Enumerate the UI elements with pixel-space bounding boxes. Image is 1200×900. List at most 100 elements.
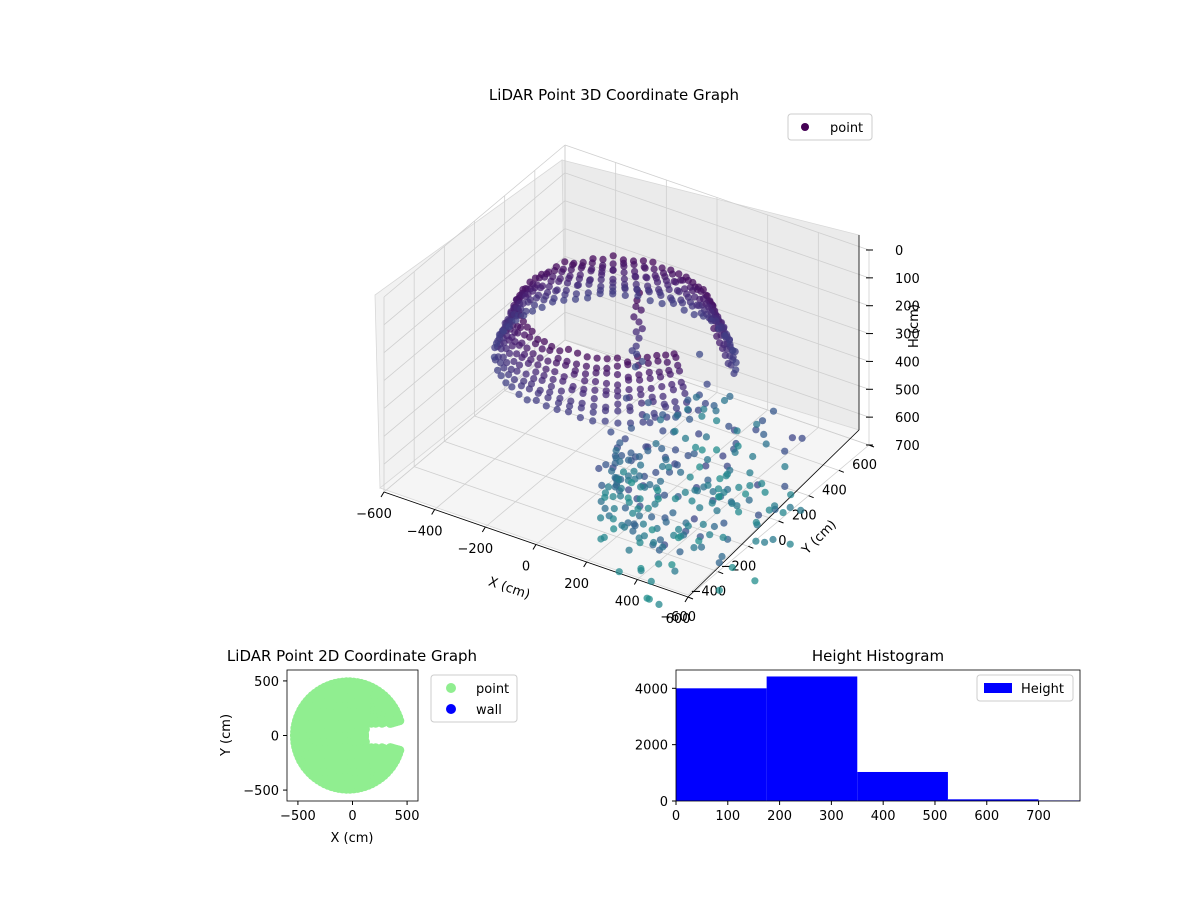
data-point-3d [699, 520, 707, 529]
data-point-3d [720, 396, 729, 405]
data-point-3d [658, 462, 667, 471]
z-tick-label-3d: 200 [895, 300, 920, 315]
legend-hist-swatch [984, 683, 1012, 693]
data-point-3d [654, 357, 662, 365]
data-point-3d [701, 399, 710, 408]
data-point-3d [620, 275, 629, 283]
data-point-3d [786, 503, 794, 511]
legend-2d: point wall [430, 674, 518, 723]
data-point-3d [523, 323, 531, 331]
data-point-3d [720, 519, 728, 527]
data-point-3d [562, 286, 570, 295]
data-point-3d [599, 255, 607, 263]
data-point-3d [700, 405, 708, 413]
data-point-3d [500, 327, 508, 335]
data-point-2d [360, 744, 371, 755]
data-point-3d [620, 523, 629, 531]
data-point-3d [645, 288, 653, 296]
y-tick-3d [808, 495, 814, 499]
data-point-3d [637, 564, 645, 573]
histogram-bar [676, 688, 767, 801]
data-point-3d [734, 442, 742, 450]
data-point-3d [752, 426, 760, 434]
data-point-3d [615, 568, 623, 576]
data-point-3d [646, 481, 654, 489]
data-point-3d [626, 403, 634, 411]
data-point-3d [615, 476, 623, 484]
grid-line-z-left [383, 228, 566, 381]
data-point-3d [632, 302, 640, 311]
data-point-3d [553, 405, 561, 414]
data-point-3d [631, 522, 639, 530]
grid-line-z [564, 200, 870, 307]
data-point-3d [669, 299, 678, 308]
data-point-3d [623, 358, 632, 366]
data-point-3d [684, 522, 692, 530]
z-tick-label-3d: 600 [895, 411, 920, 426]
data-point-3d [731, 448, 739, 456]
data-point-3d [530, 301, 539, 309]
grid-line-z [564, 144, 870, 251]
data-point-3d [673, 411, 682, 419]
data-point-3d [695, 430, 703, 438]
data-point-3d [690, 544, 698, 552]
data-point-3d [621, 285, 629, 293]
data-point-3d [610, 505, 618, 513]
data-point-3d [621, 435, 629, 443]
data-point-3d [507, 365, 515, 373]
data-point-3d [787, 491, 795, 499]
data-point-3d [666, 370, 674, 378]
data-point-3d [638, 325, 646, 333]
data-point-3d [644, 447, 652, 455]
z-axis-label-3d: H (cm) [907, 304, 922, 348]
legend-2d-marker-point [446, 683, 456, 693]
data-point-3d [676, 548, 684, 556]
data-point-3d [640, 532, 649, 540]
grid-line-z-left [383, 172, 566, 326]
data-point-3d [733, 502, 741, 510]
histogram-frame [675, 669, 1081, 802]
data-point-3d [675, 288, 683, 296]
data-point-3d [508, 383, 516, 391]
data-point-3d [528, 307, 537, 315]
data-point-3d [601, 504, 609, 512]
data-point-3d [634, 292, 642, 300]
data-point-3d [600, 533, 608, 542]
grid-line-z-left [383, 144, 566, 298]
data-point-3d [725, 422, 733, 430]
data-point-3d [598, 481, 606, 489]
data-point-3d [607, 428, 615, 436]
data-point-3d [513, 350, 521, 358]
data-point-3d [715, 586, 724, 594]
data-point-3d [708, 499, 716, 507]
data-point-3d [638, 399, 646, 407]
data-point-3d [690, 515, 698, 523]
data-point-3d [602, 387, 610, 395]
legend-3d-label: point [830, 121, 863, 136]
data-point-3d [593, 354, 601, 362]
histogram-x-tick-label: 0 [672, 809, 680, 824]
data-point-3d [633, 286, 641, 294]
data-point-3d [620, 268, 628, 277]
data-point-3d [636, 376, 644, 384]
y-tick-3d [748, 545, 754, 549]
data-point-3d [513, 367, 521, 375]
x-tick-label-2d: 0 [348, 809, 356, 824]
histogram-ticks: 0 100 200 300 400 500 600 700 0 2000 4000 [635, 682, 1051, 824]
data-point-3d [632, 342, 640, 350]
data-point-3d [538, 345, 546, 353]
data-point-3d [684, 452, 692, 460]
data-point-3d [584, 294, 592, 302]
data-point-3d [647, 577, 655, 586]
data-point-3d [653, 278, 662, 286]
grid-line-y [474, 415, 779, 522]
data-point-3d [503, 359, 511, 367]
data-point-3d [609, 515, 617, 523]
data-point-3d [769, 535, 777, 544]
data-point-3d [616, 457, 624, 466]
histogram-x-tick-label: 700 [1026, 809, 1051, 824]
data-point-3d [650, 538, 658, 547]
data-point-3d [631, 363, 640, 371]
data-point-3d [566, 272, 574, 280]
data-point-3d [630, 313, 638, 321]
